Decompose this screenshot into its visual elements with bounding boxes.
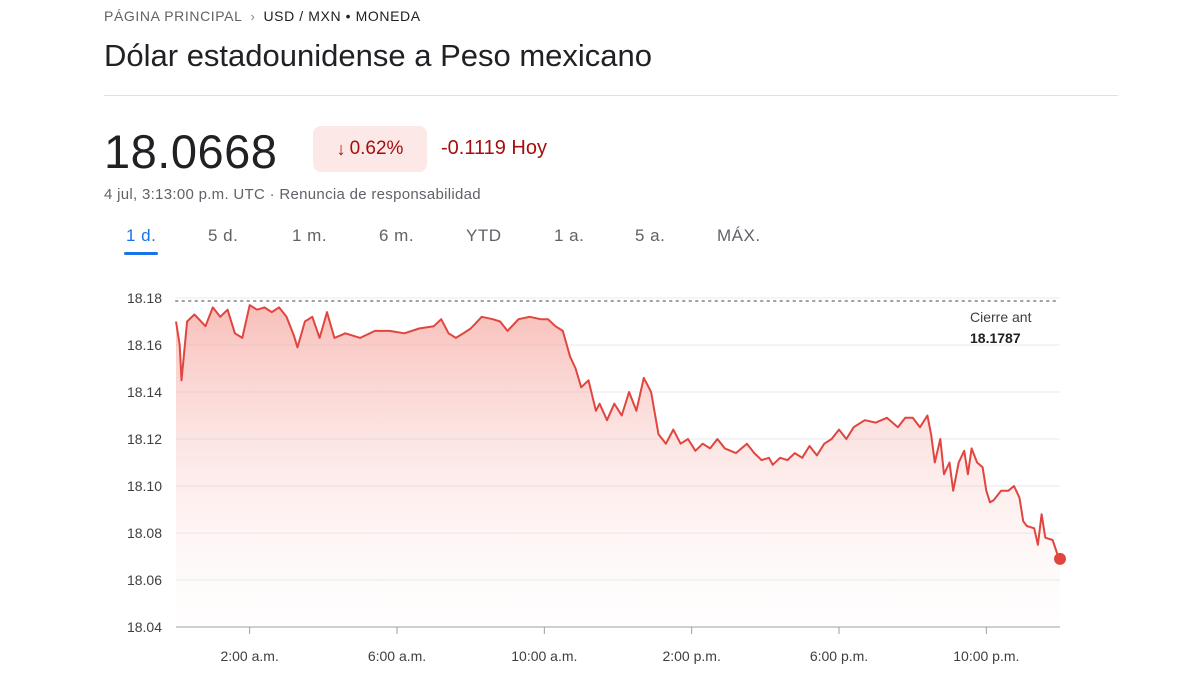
y-tick-label: 18.06 [127, 572, 162, 588]
y-tick-label: 18.14 [127, 384, 162, 400]
current-price: 18.0668 [104, 125, 278, 178]
previous-close-label: Cierre ant [970, 309, 1032, 325]
tab-1y[interactable]: 1 a. [554, 226, 585, 245]
page-title: Dólar estadounidense a Peso mexicano [104, 38, 653, 73]
y-tick-label: 18.10 [127, 478, 162, 494]
tab-max[interactable]: MÁX. [717, 226, 761, 245]
change-absolute: -0.1119 Hoy [441, 137, 547, 159]
tab-5d[interactable]: 5 d. [208, 226, 239, 245]
chart-area [176, 305, 1060, 627]
y-tick-label: 18.16 [127, 337, 162, 353]
y-tick-label: 18.18 [127, 290, 162, 306]
x-tick-label: 6:00 p.m. [810, 648, 868, 664]
price-chart[interactable]: 18.18 18.16 18.14 18.12 18.10 18.08 18.06 18.04… [0, 270, 1200, 680]
series-area [176, 305, 1060, 627]
last-point-marker[interactable] [1054, 552, 1066, 565]
y-tick-label: 18.04 [127, 619, 162, 635]
x-tick-label: 2:00 p.m. [662, 648, 720, 664]
tab-1d[interactable]: 1 d. [123, 226, 159, 255]
header-divider [104, 95, 1118, 96]
y-tick-label: 18.12 [127, 431, 162, 447]
previous-close-value: 18.1787 [970, 330, 1021, 346]
tab-ytd[interactable]: YTD [466, 226, 502, 245]
breadcrumb-home-link[interactable]: PÁGINA PRINCIPAL [104, 8, 243, 24]
quote-timestamp: 4 jul, 3:13:00 p.m. UTC · Renuncia de re… [104, 186, 481, 203]
chart-line-layer [175, 304, 1066, 565]
chevron-right-icon: › [250, 8, 256, 24]
x-tick-label: 2:00 a.m. [220, 648, 278, 664]
tab-6m[interactable]: 6 m. [379, 226, 415, 245]
breadcrumb: PÁGINA PRINCIPAL › USD / MXN • MONEDA [104, 8, 421, 24]
x-tick-label: 6:00 a.m. [368, 648, 426, 664]
x-tick-label: 10:00 p.m. [953, 648, 1019, 664]
series-line [175, 304, 1061, 560]
range-tabs: 1 d. 5 d. 1 m. 6 m. YTD 1 a. 5 a. MÁX. [104, 226, 804, 258]
change-percent-badge: ↓ 0.62% [313, 126, 427, 172]
x-tick-label: 10:00 a.m. [511, 648, 577, 664]
breadcrumb-current: USD / MXN • MONEDA [263, 8, 421, 24]
chart-axes: 18.18 18.16 18.14 18.12 18.10 18.08 18.06 18.04… [127, 290, 1060, 664]
tab-1m[interactable]: 1 m. [292, 226, 328, 245]
arrow-down-icon: ↓ [336, 138, 346, 159]
y-tick-label: 18.08 [127, 525, 162, 541]
tab-5y[interactable]: 5 a. [635, 226, 666, 245]
change-percent: 0.62% [349, 138, 404, 159]
